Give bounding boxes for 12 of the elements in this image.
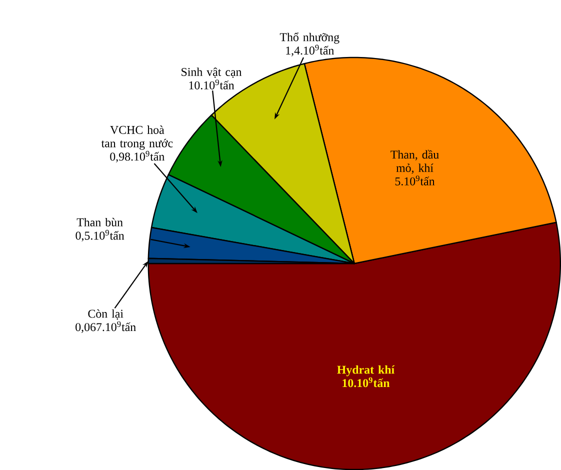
slice-label: Hydrat khí: [337, 365, 395, 376]
text: 10.10$^{9}$tấn: [342, 377, 390, 388]
text: 0,067.10$^{9}$tấn: [76, 321, 136, 333]
slice-label: Than bùn: [76, 218, 123, 226]
slice-label: Thổ nhưỡng: [280, 32, 340, 44]
slice-label: Còn lại: [88, 309, 124, 320]
text: 1,4.10$^{9}$tấn: [286, 44, 334, 56]
text: 0,5.10$^{9}$tấn: [76, 230, 124, 242]
text: 0,98.10$^{9}$tấn: [110, 150, 164, 162]
text: 5.10$^{9}$tấn: [395, 176, 435, 186]
slice-label: Sinh vật cạn: [182, 68, 242, 78]
text: 10.10$^{9}$tấn: [189, 80, 234, 90]
